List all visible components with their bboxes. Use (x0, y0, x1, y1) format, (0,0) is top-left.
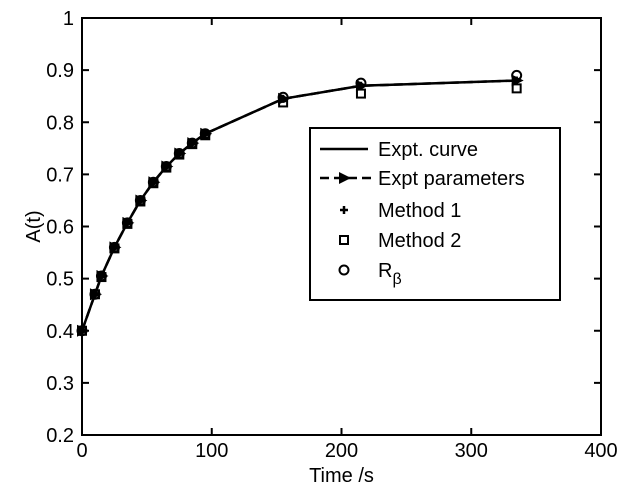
y-tick-label: 0.5 (46, 269, 74, 291)
legend-marker (339, 235, 349, 245)
x-tick-label: 100 (195, 440, 228, 462)
data-point (147, 176, 159, 188)
y-tick-label: 0.7 (46, 164, 74, 186)
legend-item: Method 2 (339, 230, 461, 252)
data-point (89, 288, 101, 300)
data-point (511, 69, 523, 81)
legend-label: Expt parameters (378, 168, 525, 190)
legend-label: Expt. curve (378, 139, 478, 161)
y-tick-label: 0.8 (46, 112, 74, 134)
data-point (278, 97, 289, 108)
data-point (121, 217, 133, 229)
data-point (160, 161, 172, 173)
y-axis-label: A(t) (23, 210, 45, 242)
y-tick-label: 1 (63, 8, 74, 30)
y-tick-label: 0.9 (46, 60, 74, 82)
data-point (277, 91, 289, 103)
x-tick-label: 400 (584, 440, 617, 462)
y-tick-label: 0.6 (46, 217, 74, 239)
x-tick-label: 0 (76, 440, 87, 462)
x-tick-label: 200 (325, 440, 358, 462)
x-axis-label: Time /s (309, 465, 374, 486)
axes: 0 100 200 300 400 0.2 0.3 0.4 0.5 0.6 0.7 0.8 0.9 1 (46, 8, 618, 462)
legend-item: Expt. curve (320, 139, 478, 161)
data-point (186, 137, 198, 149)
legend-item: Method 1 (340, 200, 461, 222)
legend-item: Expt parameters (320, 168, 525, 190)
data-point (90, 290, 99, 299)
data-point (108, 241, 120, 253)
y-tick-label: 0.2 (46, 425, 74, 447)
legend-label-subscript: β (392, 271, 401, 288)
series-4 (76, 69, 523, 337)
y-tick-label: 0.3 (46, 373, 74, 395)
data-point (355, 88, 366, 99)
legend-label: Method 2 (378, 230, 461, 252)
data-point (134, 194, 146, 206)
data-point (355, 77, 367, 89)
legend-label: Method 1 (378, 200, 461, 222)
legend-marker (339, 172, 351, 184)
data-point (95, 270, 107, 282)
plot-area (76, 69, 524, 337)
data-point (199, 128, 211, 140)
x-tick-label: 300 (455, 440, 488, 462)
y-tick-label: 0.4 (46, 321, 74, 343)
data-point (511, 83, 522, 94)
legend-box (309, 127, 561, 301)
legend-marker (340, 206, 348, 214)
legend-marker (338, 264, 350, 276)
legend: Expt. curve Expt parameters Method 1 Method… (309, 127, 561, 301)
data-point (173, 148, 185, 160)
